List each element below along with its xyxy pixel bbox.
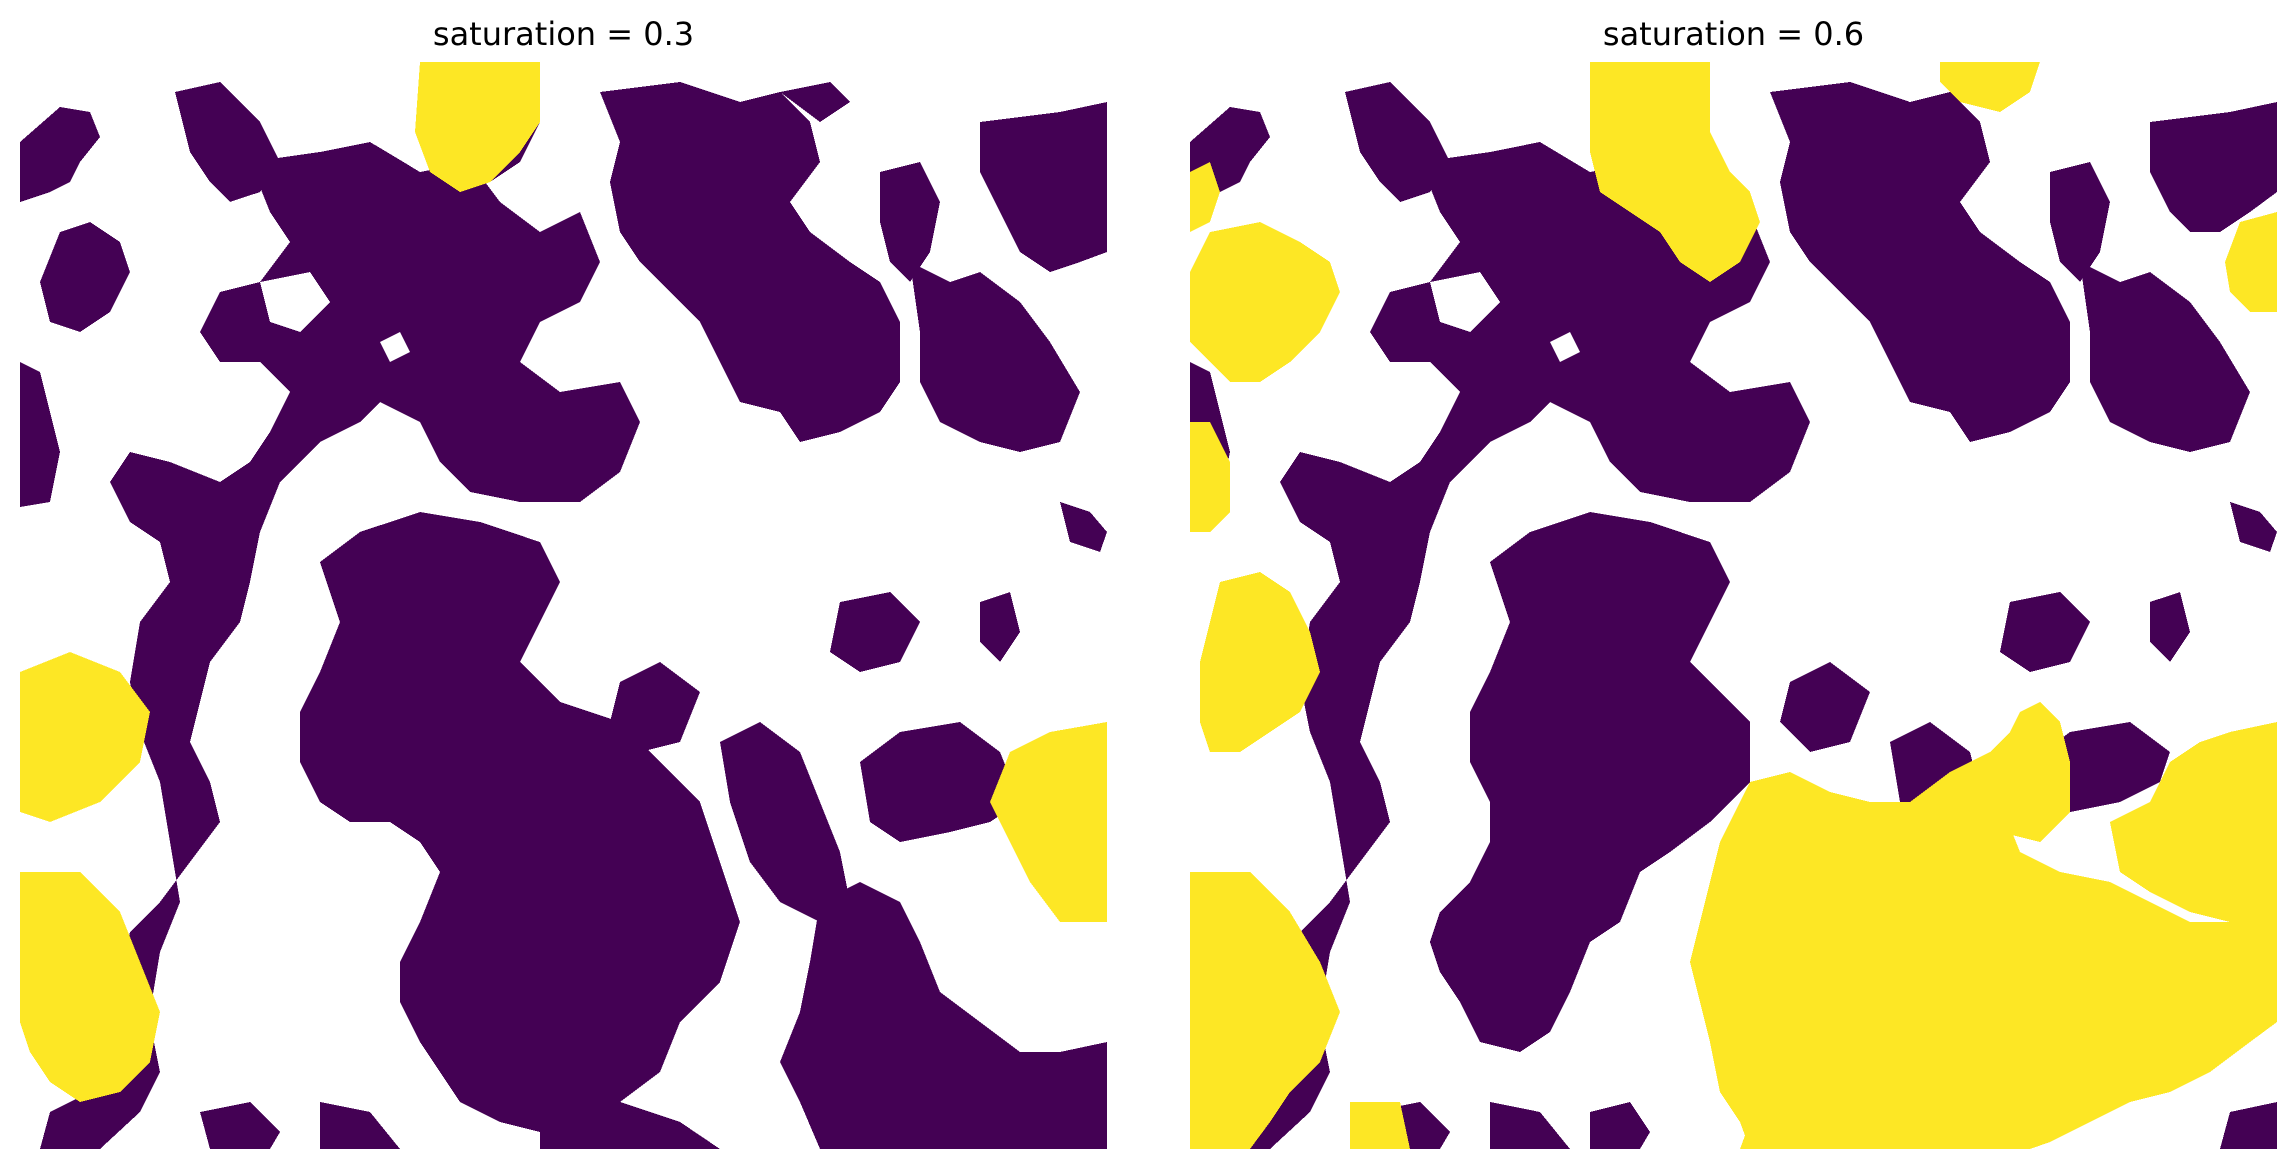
pore-space-empty [20, 82, 1107, 1149]
pore-space-filled [1190, 62, 2277, 1149]
pore-space-filled [20, 62, 1107, 1102]
pore-image-left [20, 62, 1107, 1149]
pore-space-empty [1190, 82, 2277, 1149]
pore-image-right [1190, 62, 2277, 1149]
panel-title-right: saturation = 0.6 [1602, 15, 1865, 53]
panel-title-left: saturation = 0.3 [432, 15, 695, 53]
